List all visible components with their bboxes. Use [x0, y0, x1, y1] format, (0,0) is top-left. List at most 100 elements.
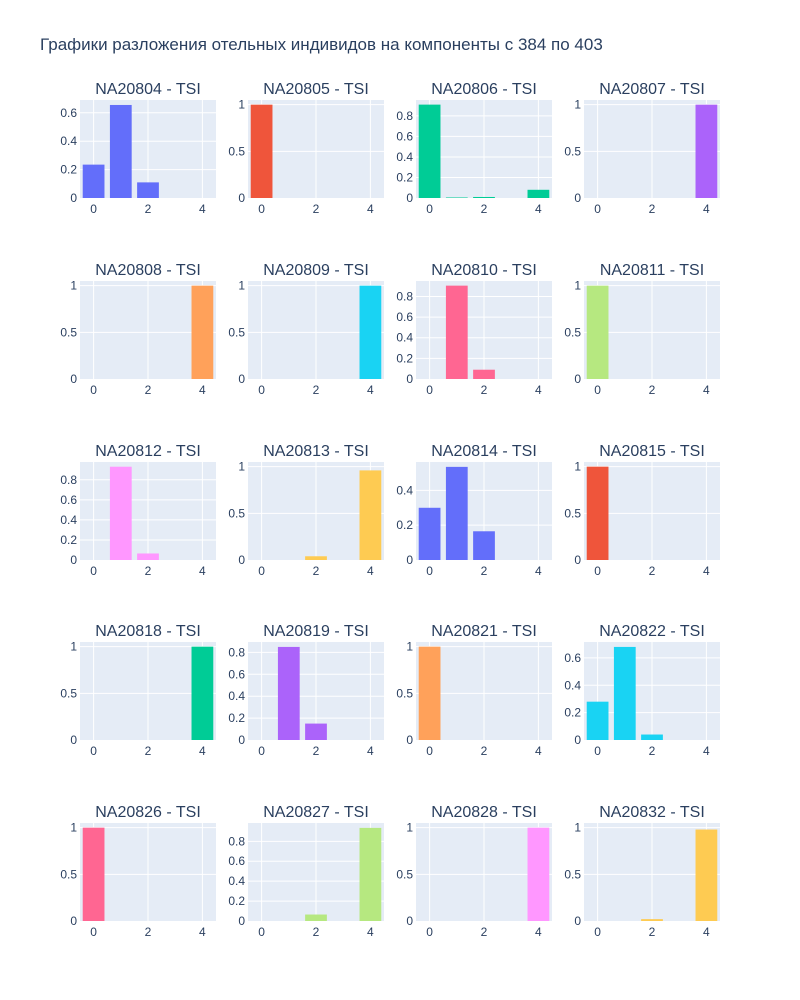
- x-tick-label: 0: [90, 202, 97, 216]
- y-tick-label: 0.5: [564, 506, 581, 520]
- y-tick-label: 0.6: [564, 651, 581, 665]
- subplot: 0 0.5 1 0 2 4 NA20811 - TSI: [564, 262, 720, 397]
- x-tick-label: 4: [535, 564, 542, 578]
- bar: [137, 553, 159, 560]
- subplot-title: NA20804 - TSI: [95, 81, 201, 98]
- bar: [473, 531, 495, 560]
- x-tick-label: 2: [313, 744, 320, 758]
- y-tick-label: 0: [574, 553, 581, 567]
- y-tick-label: 0: [406, 914, 413, 928]
- x-tick-label: 0: [258, 202, 265, 216]
- y-tick-label: 0.4: [228, 689, 245, 703]
- x-tick-label: 0: [258, 925, 265, 939]
- x-tick-label: 4: [367, 202, 374, 216]
- x-tick-label: 4: [199, 202, 206, 216]
- bar: [641, 919, 663, 921]
- bar: [82, 827, 105, 921]
- subplot-title: NA20815 - TSI: [599, 443, 705, 460]
- x-tick-label: 2: [313, 383, 320, 397]
- bar: [527, 827, 550, 921]
- y-tick-label: 0: [574, 733, 581, 747]
- subplot-title: NA20808 - TSI: [95, 262, 201, 279]
- y-tick-label: 0: [574, 914, 581, 928]
- y-tick-label: 0.5: [228, 506, 245, 520]
- subplot: 0 0.2 0.4 0.6 0 2 4 NA20822 - TSI: [564, 623, 720, 758]
- x-tick-label: 2: [649, 383, 656, 397]
- y-tick-label: 0.4: [396, 483, 413, 497]
- x-tick-label: 2: [481, 202, 488, 216]
- y-tick-label: 0.2: [564, 706, 581, 720]
- y-tick-label: 0: [238, 191, 245, 205]
- x-tick-label: 2: [145, 925, 152, 939]
- bar: [305, 556, 327, 560]
- y-tick-label: 0.2: [396, 170, 413, 184]
- x-tick-label: 4: [535, 925, 542, 939]
- y-tick-label: 0.2: [396, 518, 413, 532]
- y-tick-label: 0: [238, 733, 245, 747]
- y-tick-label: 0: [70, 372, 77, 386]
- subplot: 0 0.2 0.4 0.6 0.8 0 2 4 NA20806 - TSI: [396, 81, 552, 216]
- y-tick-label: 0: [574, 191, 581, 205]
- y-tick-label: 0: [70, 914, 77, 928]
- subplot-title: NA20832 - TSI: [599, 804, 705, 821]
- x-tick-label: 2: [649, 744, 656, 758]
- y-tick-label: 0: [574, 372, 581, 386]
- subplot-title: NA20827 - TSI: [263, 804, 369, 821]
- y-tick-label: 0: [238, 553, 245, 567]
- bar: [359, 827, 382, 921]
- y-tick-label: 0: [70, 733, 77, 747]
- x-tick-label: 2: [481, 744, 488, 758]
- x-tick-label: 2: [313, 564, 320, 578]
- bar: [473, 369, 495, 379]
- bar: [359, 470, 382, 560]
- x-tick-label: 2: [313, 202, 320, 216]
- x-tick-label: 4: [199, 383, 206, 397]
- x-tick-label: 4: [703, 202, 710, 216]
- subplot: 0 0.5 1 0 2 4 NA20813 - TSI: [228, 443, 384, 578]
- y-tick-label: 0.5: [564, 144, 581, 158]
- x-tick-label: 4: [703, 925, 710, 939]
- x-tick-label: 0: [90, 744, 97, 758]
- y-tick-label: 0.6: [396, 129, 413, 143]
- subplot-title: NA20818 - TSI: [95, 623, 201, 640]
- x-tick-label: 0: [258, 564, 265, 578]
- subplot: 0 0.2 0.4 0.6 0.8 0 2 4 NA20827 - TSI: [228, 804, 384, 939]
- x-tick-label: 4: [367, 564, 374, 578]
- y-tick-label: 0.8: [228, 645, 245, 659]
- y-tick-label: 0.8: [60, 473, 77, 487]
- y-tick-label: 0.4: [396, 150, 413, 164]
- y-tick-label: 1: [238, 279, 245, 293]
- bar: [445, 197, 468, 198]
- x-tick-label: 0: [426, 383, 433, 397]
- y-tick-label: 0.4: [564, 678, 581, 692]
- x-tick-label: 4: [199, 564, 206, 578]
- y-tick-label: 0.8: [396, 289, 413, 303]
- bar: [418, 104, 441, 198]
- subplot-title: NA20812 - TSI: [95, 443, 201, 460]
- x-tick-label: 0: [90, 925, 97, 939]
- x-tick-label: 0: [258, 383, 265, 397]
- y-tick-label: 0: [406, 553, 413, 567]
- y-tick-label: 0.5: [396, 867, 413, 881]
- y-tick-label: 1: [238, 98, 245, 112]
- x-tick-label: 2: [481, 564, 488, 578]
- bar: [277, 646, 300, 740]
- subplot-title: NA20805 - TSI: [263, 81, 369, 98]
- bar: [109, 104, 132, 198]
- bar: [109, 466, 132, 560]
- y-tick-label: 0.6: [228, 854, 245, 868]
- subplot: 0 0.5 1 0 2 4 NA20821 - TSI: [396, 623, 552, 758]
- x-tick-label: 0: [258, 744, 265, 758]
- y-tick-label: 0: [406, 372, 413, 386]
- subplot: 0 0.5 1 0 2 4 NA20826 - TSI: [60, 804, 216, 939]
- y-tick-label: 0.8: [396, 109, 413, 123]
- bar: [527, 189, 550, 198]
- y-tick-label: 0.2: [60, 163, 77, 177]
- y-tick-label: 0.5: [396, 686, 413, 700]
- bar: [695, 104, 718, 198]
- subplot: 0 0.2 0.4 0.6 0.8 0 2 4 NA20819 - TSI: [228, 623, 384, 758]
- y-tick-label: 0.5: [228, 325, 245, 339]
- subplot-title: NA20809 - TSI: [263, 262, 369, 279]
- subplot: 0 0.2 0.4 0.6 0.8 0 2 4 NA20810 - TSI: [396, 262, 552, 397]
- bar: [191, 646, 214, 740]
